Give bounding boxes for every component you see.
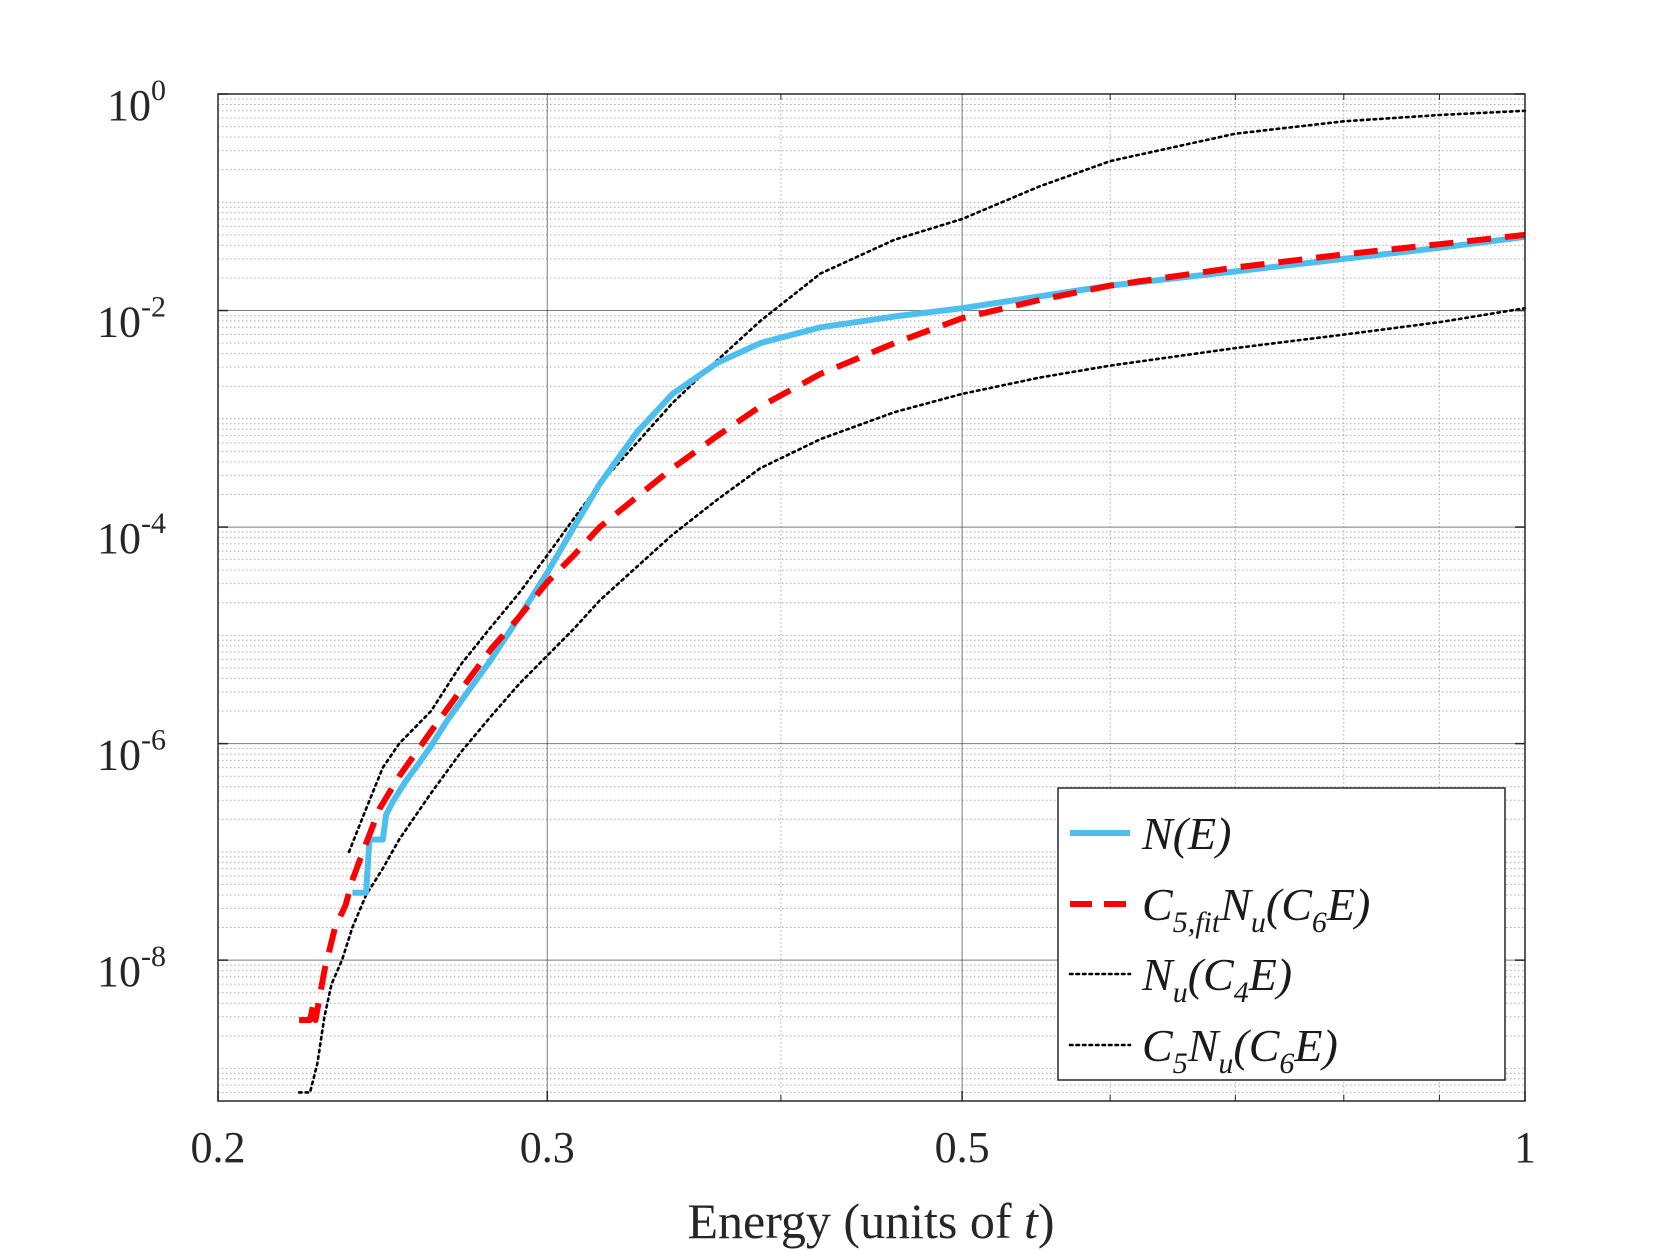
y-tick-labels: 100 10-2 10-4 10-6 10-8 <box>97 74 166 996</box>
series-layer <box>297 109 1527 1094</box>
y-tick-label: 10-6 <box>97 724 166 780</box>
x-tick-labels: 0.2 0.3 0.5 1 <box>191 1123 1537 1172</box>
legend-entry-n-e-label: N(E) <box>1141 808 1231 859</box>
x-tick-label: 0.5 <box>935 1123 990 1172</box>
minor-grid <box>218 94 1525 1101</box>
legend: N(E) C5,fitNu(C6E) Nu(C4E) C5Nu(C6E) <box>1057 787 1506 1081</box>
y-tick-label: 10-8 <box>97 940 166 996</box>
legend-entry-c5fit-nu-c6e-label: C5,fitNu(C6E) <box>1142 879 1370 939</box>
series-c5-nu-c6e-line <box>297 306 1527 1094</box>
legend-box <box>1057 787 1506 1081</box>
x-tick-label: 0.2 <box>191 1123 246 1172</box>
series-nu-c4e-line <box>347 109 1527 854</box>
x-tick-label: 0.3 <box>520 1123 575 1172</box>
ticks <box>217 93 1526 1101</box>
legend-entry-nu-c4e-label: Nu(C4E) <box>1141 949 1292 1009</box>
plot-frame <box>217 93 1526 1102</box>
x-tick-label: 1 <box>1514 1123 1536 1172</box>
y-tick-label: 100 <box>107 74 166 130</box>
legend-entry-c5-nu-c6e-label: C5Nu(C6E) <box>1142 1020 1338 1080</box>
y-tick-label: 10-2 <box>97 291 166 347</box>
x-axis-label: Energy (units of t) <box>687 1193 1054 1249</box>
y-tick-label: 10-4 <box>97 507 166 563</box>
series-c5fit-nu-c6e-line <box>299 231 1526 1023</box>
